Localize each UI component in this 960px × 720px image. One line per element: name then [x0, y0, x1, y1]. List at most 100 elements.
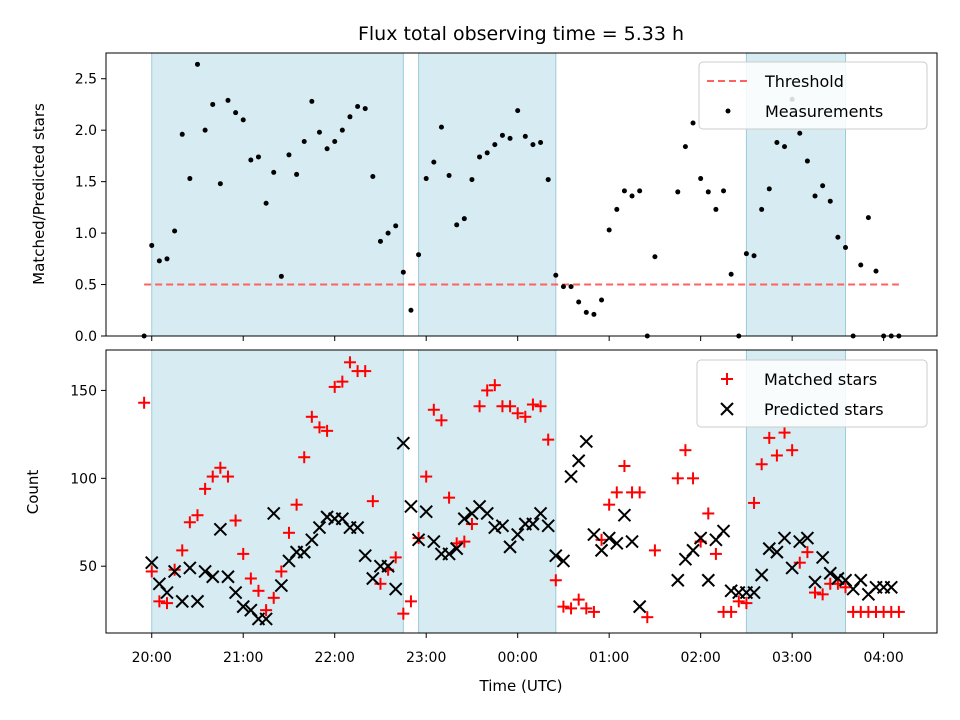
measurement-point — [766, 186, 772, 192]
predicted-star-point — [587, 527, 601, 542]
predicted-star-point — [594, 543, 609, 558]
matched-star-point — [519, 410, 532, 423]
measurement-point — [240, 117, 246, 123]
matched-star-point — [839, 581, 852, 594]
measurement-point — [454, 222, 460, 228]
predicted-star-point — [503, 540, 517, 554]
predicted-star-point — [571, 454, 586, 468]
measurement-point — [210, 101, 216, 107]
predicted-star-point — [457, 512, 472, 526]
predicted-star-point — [610, 536, 624, 551]
predicted-star-point — [579, 434, 594, 449]
predicted-star-point — [206, 570, 220, 584]
count-y-ticks: 50 100 150 — [70, 383, 106, 575]
measurement-point — [560, 284, 566, 290]
predicted-star-point — [221, 570, 235, 584]
matched-star-point — [542, 433, 555, 446]
measurement-point — [385, 230, 391, 236]
measurement-point — [721, 188, 727, 194]
predicted-star-point — [358, 548, 372, 563]
x-tick-label: 03:00 — [772, 650, 812, 666]
shaded-interval-1 — [418, 349, 557, 634]
matched-star-point — [374, 577, 387, 590]
measurement-point — [301, 139, 307, 145]
x-tick-label: 00:00 — [498, 650, 538, 666]
ratio-plot-frame — [105, 52, 938, 337]
matched-star-point — [199, 482, 212, 495]
predicted-star-point — [701, 573, 715, 587]
measurement-point — [316, 129, 322, 135]
matched-star-point — [244, 572, 257, 585]
measurement-point — [698, 176, 704, 182]
ratio-legend-box — [698, 61, 928, 130]
y-tick-label: 2.0 — [75, 123, 97, 139]
matched-star-point — [709, 547, 722, 560]
matched-star-point — [214, 461, 227, 474]
predicted-star-point — [785, 561, 799, 575]
matched-star-point — [687, 472, 700, 485]
measurement-point — [172, 228, 178, 234]
predicted-star-point — [693, 531, 708, 545]
matched-star-point — [359, 365, 372, 378]
matched-star-point — [892, 605, 905, 618]
x-tick-label: 04:00 — [863, 650, 903, 666]
predicted-star-point — [480, 506, 494, 521]
predicted-star-point — [396, 436, 411, 450]
measurement-point — [233, 110, 239, 116]
matched-star-point — [145, 565, 158, 578]
predicted-star-point — [183, 561, 197, 575]
matched-star-point — [778, 426, 791, 439]
predicted-star-point — [167, 564, 182, 579]
measurement-point — [675, 189, 681, 195]
measurement-point — [271, 169, 277, 175]
measurement-point — [431, 159, 437, 165]
measurement-point — [400, 269, 406, 275]
predicted-star-point — [419, 505, 433, 519]
y-tick-label: 150 — [70, 383, 97, 399]
matched-star-point — [793, 556, 806, 569]
measurement-point — [873, 268, 879, 274]
matched-star-point — [565, 602, 578, 615]
predicted-star-point — [190, 594, 205, 609]
measurement-point — [682, 144, 688, 150]
predicted-star-point — [259, 612, 273, 626]
matched-star-point — [298, 451, 311, 464]
predicted-star-point — [175, 594, 189, 609]
measurement-point — [804, 158, 810, 164]
measurement-point — [782, 144, 788, 150]
x-tick-label: 23:00 — [406, 650, 446, 666]
predicted-star-point — [617, 508, 632, 522]
matched-star-point — [526, 398, 539, 411]
matched-star-point — [748, 496, 761, 509]
matched-star-point — [443, 491, 456, 504]
matched-star-point — [763, 431, 776, 444]
predicted-star-point — [793, 534, 807, 549]
matched-star-point — [740, 597, 753, 610]
measurement-point — [713, 206, 719, 212]
predicted-star-point — [404, 499, 418, 514]
legend-threshold-label: Threshold — [764, 72, 844, 91]
matched-star-point — [221, 470, 234, 483]
predicted-star-point — [495, 519, 510, 533]
legend-predicted-swatch — [720, 402, 734, 416]
measurement-point — [507, 135, 513, 141]
measurement-point — [553, 272, 559, 278]
predicted-star-point — [526, 517, 540, 531]
predicted-star-point — [625, 534, 639, 549]
measurement-point — [187, 176, 193, 182]
predicted-star-point — [366, 571, 380, 586]
matched-star-point — [328, 380, 341, 393]
predicted-star-point — [274, 578, 289, 593]
legend-predicted-label: Predicted stars — [764, 400, 884, 419]
matched-star-point — [633, 486, 646, 499]
ratio-panel: 0.0 0.5 1.0 1.5 2.0 2.5 Flux total observing … — [30, 23, 938, 345]
y-tick-label: 100 — [70, 471, 97, 487]
measurement-point — [332, 139, 338, 145]
legend-measurements-label: Measurements — [765, 102, 883, 121]
measurement-point — [446, 172, 452, 178]
measurement-point — [179, 131, 185, 137]
matched-star-point — [290, 498, 303, 511]
matched-star-point — [595, 533, 608, 546]
matched-star-point — [465, 518, 478, 531]
